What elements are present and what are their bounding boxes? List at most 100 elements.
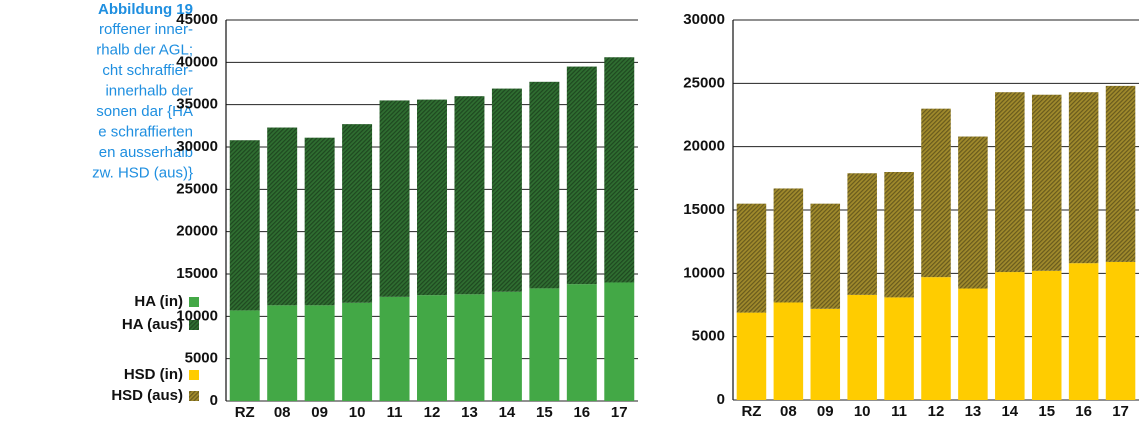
bar-segment xyxy=(267,127,298,306)
y-tick-label: 10000 xyxy=(683,264,725,281)
bar-segment xyxy=(604,282,635,401)
bar-segment xyxy=(958,136,988,289)
y-tick-label: 10000 xyxy=(176,307,218,324)
x-tick-label: 08 xyxy=(274,404,291,421)
caption-line: innerhalb der xyxy=(105,82,193,99)
bar-segment xyxy=(267,305,298,401)
legend-swatch xyxy=(189,391,199,401)
x-tick-label: 16 xyxy=(573,404,590,421)
y-tick-label: 15000 xyxy=(176,265,218,282)
y-tick-label: 40000 xyxy=(176,53,218,70)
x-tick-label: 13 xyxy=(965,403,982,420)
bar-segment xyxy=(342,302,373,401)
y-tick-label: 5000 xyxy=(185,350,218,367)
bar-segment xyxy=(958,288,988,400)
legend-swatch xyxy=(189,370,199,380)
bar-segment xyxy=(304,305,335,401)
x-tick-label: 08 xyxy=(780,403,797,420)
y-tick-label: 20000 xyxy=(683,138,725,155)
caption-line: rhalb der AGL; xyxy=(96,41,193,58)
bar-segment xyxy=(1068,263,1099,400)
bar-segment xyxy=(379,100,410,297)
bar-segment xyxy=(229,310,260,401)
x-tick-label: 09 xyxy=(817,403,834,420)
x-tick-label: 11 xyxy=(891,403,907,420)
x-tick-label: 10 xyxy=(349,404,366,421)
bar-segment xyxy=(491,88,522,292)
bar-segment xyxy=(736,203,767,313)
bar-segment xyxy=(1105,261,1136,400)
caption-line: zw. HSD (aus)} xyxy=(92,164,193,181)
legend-swatch xyxy=(189,320,199,330)
y-tick-label: 0 xyxy=(210,392,218,409)
bar-segment xyxy=(995,272,1025,400)
x-tick-label: 12 xyxy=(424,404,441,421)
x-tick-label: 15 xyxy=(1038,403,1055,420)
bar-segment xyxy=(604,57,635,283)
x-tick-label: 16 xyxy=(1075,403,1092,420)
bar-segment xyxy=(342,124,373,303)
caption-line: e schraffierten xyxy=(98,123,193,140)
bar-segment xyxy=(1068,92,1099,264)
x-tick-label: 09 xyxy=(311,404,328,421)
bar-segment xyxy=(995,92,1025,273)
x-tick-label: 13 xyxy=(461,404,478,421)
caption-title: Abbildung 19 xyxy=(98,1,193,18)
y-tick-label: 45000 xyxy=(176,11,218,28)
x-tick-label: RZ xyxy=(235,404,255,421)
bar-segment xyxy=(736,312,767,400)
bar-segment xyxy=(229,140,260,311)
legend-label: HA (in) xyxy=(134,293,183,310)
x-tick-label: 12 xyxy=(928,403,945,420)
legend-swatch xyxy=(189,297,199,307)
bar-segment xyxy=(810,203,841,309)
bar-segment xyxy=(304,137,335,306)
x-tick-label: 17 xyxy=(1112,403,1129,420)
caption-line: en ausserhalb xyxy=(99,144,193,161)
bar-segment xyxy=(529,81,560,289)
bar-segment xyxy=(773,302,804,400)
bar-segment xyxy=(379,296,410,401)
x-tick-label: 14 xyxy=(499,404,516,421)
y-tick-label: 30000 xyxy=(176,138,218,155)
bar-segment xyxy=(1031,94,1062,271)
caption-line: cht schraffier- xyxy=(102,62,193,79)
bar-segment xyxy=(454,96,485,295)
bar-segment xyxy=(847,294,877,400)
y-tick-label: 5000 xyxy=(692,328,725,345)
bar-segment xyxy=(921,108,951,278)
caption-line: sonen dar {HA xyxy=(96,103,193,120)
x-tick-label: 15 xyxy=(536,404,553,421)
bar-segment xyxy=(847,173,877,295)
y-tick-label: 25000 xyxy=(683,74,725,91)
bar-segment xyxy=(810,308,841,400)
bar-segment xyxy=(1105,85,1136,262)
y-tick-label: 35000 xyxy=(176,96,218,113)
bar-segment xyxy=(566,66,597,285)
bar-segment xyxy=(417,99,447,296)
x-tick-label: 17 xyxy=(611,404,628,421)
legend-label: HSD (in) xyxy=(124,366,183,383)
x-tick-label: 14 xyxy=(1001,403,1018,420)
y-tick-label: 15000 xyxy=(683,201,725,218)
legend-label: HA (aus) xyxy=(122,316,183,333)
x-tick-label: 11 xyxy=(387,404,403,421)
caption-line: roffener inner- xyxy=(99,21,193,38)
bar-segment xyxy=(454,294,485,401)
y-tick-label: 0 xyxy=(717,391,725,408)
bar-segment xyxy=(417,295,447,401)
y-tick-label: 30000 xyxy=(683,11,725,28)
bar-segment xyxy=(491,291,522,401)
y-tick-label: 25000 xyxy=(176,180,218,197)
y-tick-label: 20000 xyxy=(176,223,218,240)
bar-segment xyxy=(884,172,914,298)
legend-label: HSD (aus) xyxy=(111,387,183,404)
bar-segment xyxy=(921,277,951,400)
bar-segment xyxy=(773,188,804,303)
bar-segment xyxy=(884,297,914,400)
x-tick-label: 10 xyxy=(854,403,871,420)
bar-segment xyxy=(1031,270,1062,400)
bar-segment xyxy=(566,284,597,401)
bar-segment xyxy=(529,288,560,401)
